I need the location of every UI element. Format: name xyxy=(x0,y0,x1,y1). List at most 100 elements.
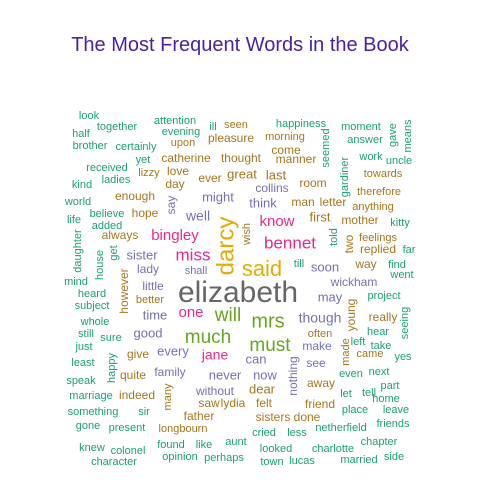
word-heard: heard xyxy=(78,288,106,300)
word-great: great xyxy=(227,166,257,181)
word-nothing: nothing xyxy=(286,356,300,395)
word-might: might xyxy=(202,189,234,204)
word-well: well xyxy=(185,208,210,224)
word-make: make xyxy=(302,339,332,353)
word-enough: enough xyxy=(115,189,155,203)
word-tell: tell xyxy=(362,387,376,399)
word-said: said xyxy=(242,256,282,281)
word-attention: attention xyxy=(154,115,196,127)
word-ladies: ladies xyxy=(102,174,131,186)
word-saw: saw xyxy=(198,396,220,410)
word-present: present xyxy=(109,422,146,434)
word-morning: morning xyxy=(265,131,305,143)
word-least: least xyxy=(71,357,94,369)
word-wickham: wickham xyxy=(330,275,378,289)
word-every: every xyxy=(157,343,189,358)
word-mother: mother xyxy=(341,213,378,227)
word-give: give xyxy=(127,347,149,361)
word-happy: happy xyxy=(106,353,118,383)
word-will: will xyxy=(214,305,241,326)
word-far: far xyxy=(403,244,416,256)
word-get: get xyxy=(108,245,120,260)
word-away: away xyxy=(307,376,335,390)
word-believe: believe xyxy=(90,208,125,220)
word-certainly: certainly xyxy=(116,141,157,153)
chart-title: The Most Frequent Words in the Book xyxy=(71,34,409,56)
word-first: first xyxy=(310,209,331,224)
word-collins: collins xyxy=(255,181,288,195)
word-father: father xyxy=(184,409,215,423)
word-project: project xyxy=(367,290,400,302)
word-yet: yet xyxy=(136,154,151,166)
word-place: place xyxy=(342,404,368,416)
word-miss: miss xyxy=(176,245,211,264)
word-elizabeth: elizabeth xyxy=(178,276,298,309)
word-bennet: bennet xyxy=(264,233,316,252)
word-work: work xyxy=(358,151,383,163)
word-now: now xyxy=(253,367,277,382)
word-perhaps: perhaps xyxy=(204,452,244,464)
word-like: like xyxy=(196,439,213,451)
word-sister: sister xyxy=(126,247,158,262)
word-lady: lady xyxy=(137,262,159,276)
word-made: made xyxy=(340,338,352,366)
word-friend: friend xyxy=(305,397,335,411)
word-pleasure: pleasure xyxy=(208,131,254,145)
word-told: told xyxy=(328,228,340,246)
word-know: know xyxy=(259,213,294,230)
word-day: day xyxy=(165,177,184,191)
word-part: part xyxy=(381,380,400,392)
word-time: time xyxy=(143,307,168,322)
word-find: find xyxy=(388,259,406,271)
word-moment: moment xyxy=(341,121,381,133)
word-cried: cried xyxy=(252,427,276,439)
word-world: world xyxy=(64,196,91,208)
word-added: added xyxy=(92,220,123,232)
word-man: man xyxy=(291,195,314,209)
word-received: received xyxy=(86,162,128,174)
word-chapter: chapter xyxy=(361,436,398,448)
word-still: still xyxy=(78,328,94,340)
word-together: together xyxy=(97,121,138,133)
word-love: love xyxy=(167,164,189,178)
word-lizzy: lizzy xyxy=(138,167,160,179)
word-even: even xyxy=(339,368,363,380)
word-better: better xyxy=(136,294,164,306)
word-ever: ever xyxy=(198,171,221,185)
word-dear: dear xyxy=(249,381,276,396)
word-aunt: aunt xyxy=(225,436,246,448)
word-till: till xyxy=(294,258,304,270)
word-went: went xyxy=(389,269,413,281)
word-anything: anything xyxy=(352,201,394,213)
word-however: however xyxy=(117,268,131,313)
word-take: take xyxy=(371,340,392,352)
word-come: come xyxy=(271,143,301,157)
word-young: young xyxy=(344,299,358,332)
word-marriage: marriage xyxy=(69,390,112,402)
word-means: means xyxy=(402,119,414,153)
word-feelings: feelings xyxy=(359,232,397,244)
word-longbourn: longbourn xyxy=(159,423,208,435)
word-quite: quite xyxy=(120,368,146,382)
word-sure: sure xyxy=(100,332,121,344)
word-brother: brother xyxy=(73,140,108,152)
word-must: must xyxy=(249,335,291,356)
word-knew: knew xyxy=(79,442,105,454)
word-see: see xyxy=(306,356,326,370)
word-happiness: happiness xyxy=(276,118,327,130)
word-think: think xyxy=(249,195,277,210)
word-gave: gave xyxy=(387,123,399,147)
word-next: next xyxy=(369,366,390,378)
word-seeing: seeing xyxy=(399,307,411,339)
word-came: came xyxy=(357,348,384,360)
word-seen: seen xyxy=(224,119,248,131)
word-last: last xyxy=(266,167,287,182)
word-family: family xyxy=(154,365,185,379)
word-little: little xyxy=(142,279,164,293)
word-catherine: catherine xyxy=(161,151,211,165)
word-friends: friends xyxy=(376,418,410,430)
word-manner: manner xyxy=(276,152,317,166)
word-lydia: lydia xyxy=(221,396,246,410)
word-may: may xyxy=(318,289,343,304)
